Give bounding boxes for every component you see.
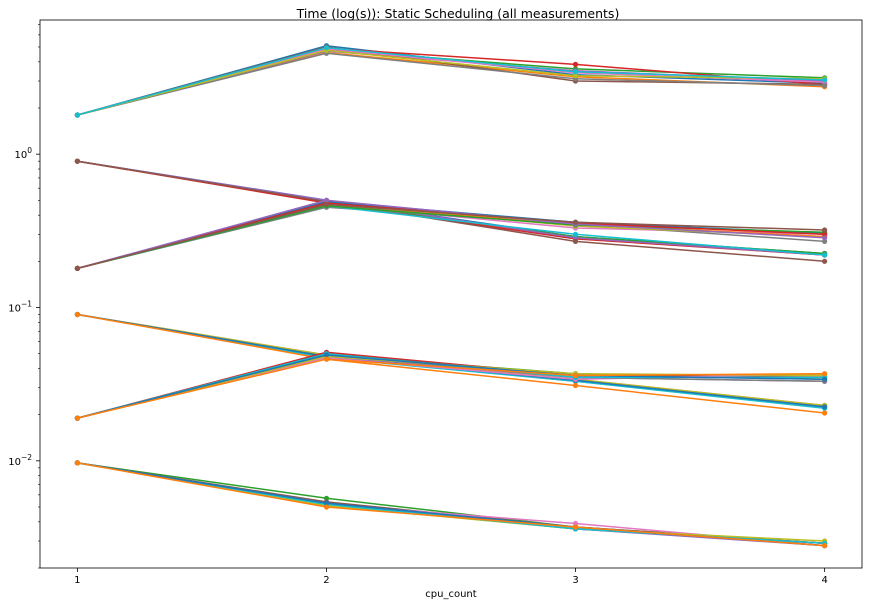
data-point <box>572 238 579 244</box>
data-point <box>572 231 579 237</box>
data-point <box>822 227 828 233</box>
data-point <box>822 83 828 89</box>
data-point <box>74 460 80 466</box>
data-point <box>323 352 330 358</box>
series-line-3-5 <box>77 313 825 414</box>
data-point <box>323 495 330 501</box>
data-point <box>822 410 828 416</box>
data-point <box>323 500 330 506</box>
data-point <box>74 311 80 318</box>
data-point <box>822 77 828 83</box>
series-layer <box>74 43 828 549</box>
series-line-5-2 <box>77 462 825 547</box>
series-line-0-9 <box>77 46 825 116</box>
data-point <box>822 258 828 264</box>
data-point <box>572 73 579 79</box>
data-point <box>572 69 579 75</box>
series-line-2-8 <box>77 199 825 270</box>
data-point <box>822 376 828 382</box>
data-point <box>572 61 579 67</box>
data-point <box>572 382 579 389</box>
series-line-5-6 <box>77 462 825 542</box>
series-line-1-5 <box>77 160 825 263</box>
series-line-0-7 <box>77 52 825 116</box>
data-point <box>323 356 330 362</box>
data-point <box>74 265 80 271</box>
series-line-5-0 <box>77 462 825 545</box>
data-point <box>572 524 579 530</box>
y-tick-label: 100 <box>14 146 32 161</box>
data-point <box>822 252 828 258</box>
series-line-4-8 <box>77 354 825 419</box>
data-point <box>323 45 330 51</box>
x-tick-label: 4 <box>821 575 827 586</box>
series-line-5-3 <box>77 462 825 545</box>
plot-frame <box>39 19 863 569</box>
series-line-5-9 <box>77 462 825 547</box>
data-point <box>822 404 828 410</box>
series-line-5-7 <box>77 462 825 545</box>
data-point <box>822 238 828 244</box>
series-line-4-9 <box>77 358 825 419</box>
data-point <box>323 201 330 207</box>
x-tick-label: 2 <box>323 575 329 586</box>
series-line-0-5 <box>77 46 825 116</box>
data-point <box>572 372 579 379</box>
data-point <box>822 235 828 241</box>
data-point <box>74 415 80 421</box>
series-line-5-4 <box>77 462 825 547</box>
series-line-5-5 <box>77 462 825 545</box>
data-point <box>822 543 828 549</box>
data-point <box>822 371 828 377</box>
series-line-0-8 <box>77 49 825 116</box>
data-point <box>323 504 330 510</box>
data-point <box>572 219 579 225</box>
series-line-5-8 <box>77 462 825 547</box>
x-tick-label: 3 <box>572 575 578 586</box>
series-line-4-1 <box>77 351 825 419</box>
data-point <box>74 112 80 118</box>
series-line-2-9 <box>77 203 825 270</box>
data-point <box>74 158 80 164</box>
axis-layer: 1 2 3 4 10−2 10−1 100 <box>8 24 828 586</box>
y-tick-label: 10−2 <box>8 453 32 468</box>
data-point <box>323 197 330 203</box>
series-line-5-1 <box>77 462 825 545</box>
x-tick-label: 1 <box>74 575 80 586</box>
chart-title: Time (log(s)): Static Scheduling (all me… <box>296 6 620 21</box>
y-tick-label: 10−1 <box>8 299 32 314</box>
x-axis-label: cpu_count <box>425 589 476 600</box>
